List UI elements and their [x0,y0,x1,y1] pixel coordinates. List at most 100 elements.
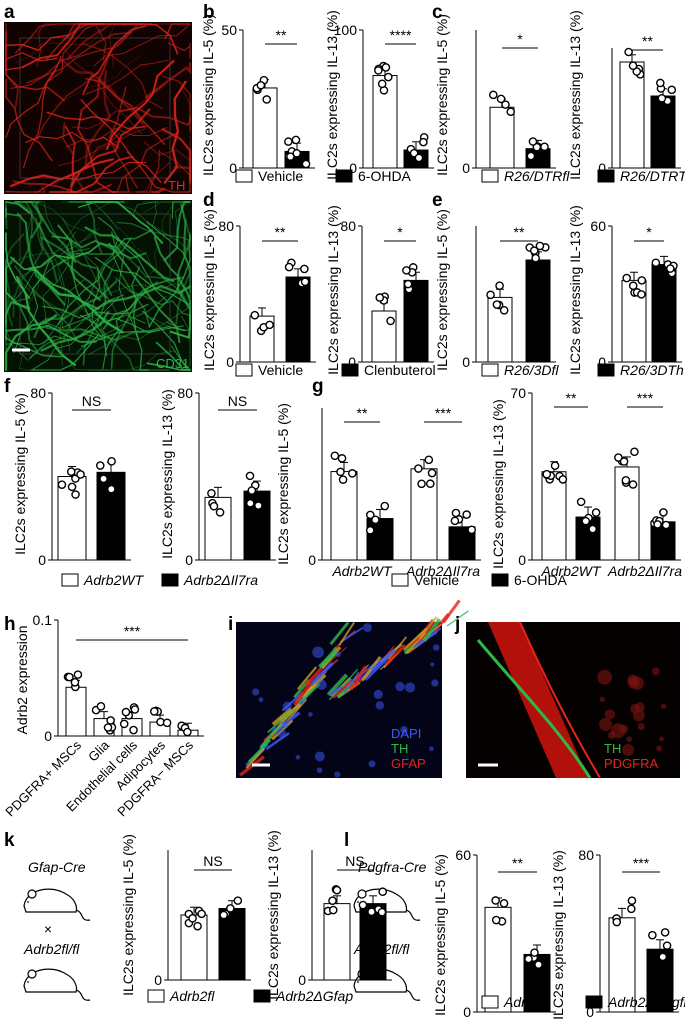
significance-label: ** [275,224,286,240]
data-point [95,461,105,470]
mouse-ear [357,889,367,899]
legend-label: 6-OHDA [514,572,568,588]
data-point [381,63,391,72]
data-point [76,470,85,479]
legend-swatch-filled [597,363,615,377]
significance-label: NS [82,393,101,409]
micro-label-pdgfra: PDGFRA [604,756,659,771]
chart-e-6: 0 ILC2s expressing IL-5 (%) ** [434,209,556,371]
y-tick-label: 0 [462,160,470,176]
bar [650,95,676,169]
data-point [524,954,533,964]
data-point [375,293,385,302]
significance-label: NS [203,853,222,869]
data-point [495,281,504,291]
significance-label: * [646,224,652,240]
data-point [653,520,662,529]
data-point [632,67,642,76]
data-point [371,515,380,525]
data-point [219,910,229,920]
mouse-eye [357,981,359,983]
data-point [374,66,383,75]
data-point [622,273,632,283]
data-point [662,941,672,950]
y-axis-label: ILC2s expressing IL-13 (%) [550,850,566,1020]
y-tick-label: 0 [38,552,46,568]
micro-label-dapi: DAPI [391,726,421,741]
mouse-eye [27,981,29,983]
data-point [489,90,498,100]
data-point [226,904,235,913]
y-tick-label: 0.1 [33,612,53,628]
bar [489,106,515,169]
y-axis-label: ILC2s expressing IL-5 (%) [120,834,136,996]
legend-d: Vehicle Clenbuterol [235,362,436,378]
data-point [581,516,591,526]
y-tick-label: 80 [177,385,193,401]
bar [608,917,636,1013]
data-point [65,672,74,682]
data-point [107,484,116,494]
legend-swatch-open [235,169,253,183]
data-point [254,501,263,510]
y-tick-label: 80 [30,385,46,401]
significance-label: *** [124,623,141,639]
cross-parent-1: Gfap-Cre [28,859,86,875]
data-point [67,482,77,492]
significance-label: ** [642,33,653,49]
significance-label: *** [435,405,452,421]
data-point [506,107,516,117]
y-tick-label: 0 [308,552,316,568]
significance-label: **** [390,27,412,43]
data-point [450,516,460,526]
legend-swatch-filled [597,169,615,183]
panel-letter-k: k [4,830,15,851]
legend-swatch-open [147,989,165,1003]
panel-letter-j: j [454,614,460,635]
y-tick-label: 0 [298,972,306,988]
data-point [250,310,260,320]
data-point [651,258,661,268]
chart-e-7: 0 60 ILC2s expressing IL-13 (%) * [567,205,682,375]
data-point [328,905,338,915]
micro-label-th: TH [168,178,185,193]
bar [619,61,645,169]
panel-letter-b: b [203,2,215,23]
y-axis-label: ILC2s expressing IL-5 (%) [432,854,448,1016]
data-point [628,61,638,71]
bar [403,279,429,363]
bar [204,496,232,561]
data-point [233,896,243,905]
legend-label: R26/3Dfl [504,362,559,378]
mouse-icon [23,888,91,921]
category-label: Adrb2ΔIl7ra [405,563,480,579]
data-point [624,47,633,57]
bar [525,259,551,363]
panel-letter-g: g [312,376,324,397]
legend-label: Vehicle [258,168,303,184]
legend-swatch-filled [335,169,353,183]
data-point [73,670,83,679]
panel-letter-h: h [4,614,16,635]
data-point [526,151,536,161]
data-point [57,480,67,489]
mouse-tail [405,989,421,1001]
legend-label: R26/DTRfl [504,168,570,184]
data-point [619,457,629,466]
y-axis-label: ILC2s expressing IL-13 (%) [324,10,340,180]
micro-label-gfap: GFAP [391,756,426,771]
bar [218,908,246,981]
y-tick-label: 70 [510,385,526,401]
y-axis-label: ILC2s expressing IL-13 (%) [490,399,506,569]
y-tick-label: 0 [586,1004,594,1020]
data-point [129,725,138,735]
data-point [301,159,311,169]
bar [285,276,311,363]
data-point [292,148,302,158]
data-point [284,137,293,146]
y-tick-label: 0 [229,160,237,176]
data-point [207,488,216,498]
